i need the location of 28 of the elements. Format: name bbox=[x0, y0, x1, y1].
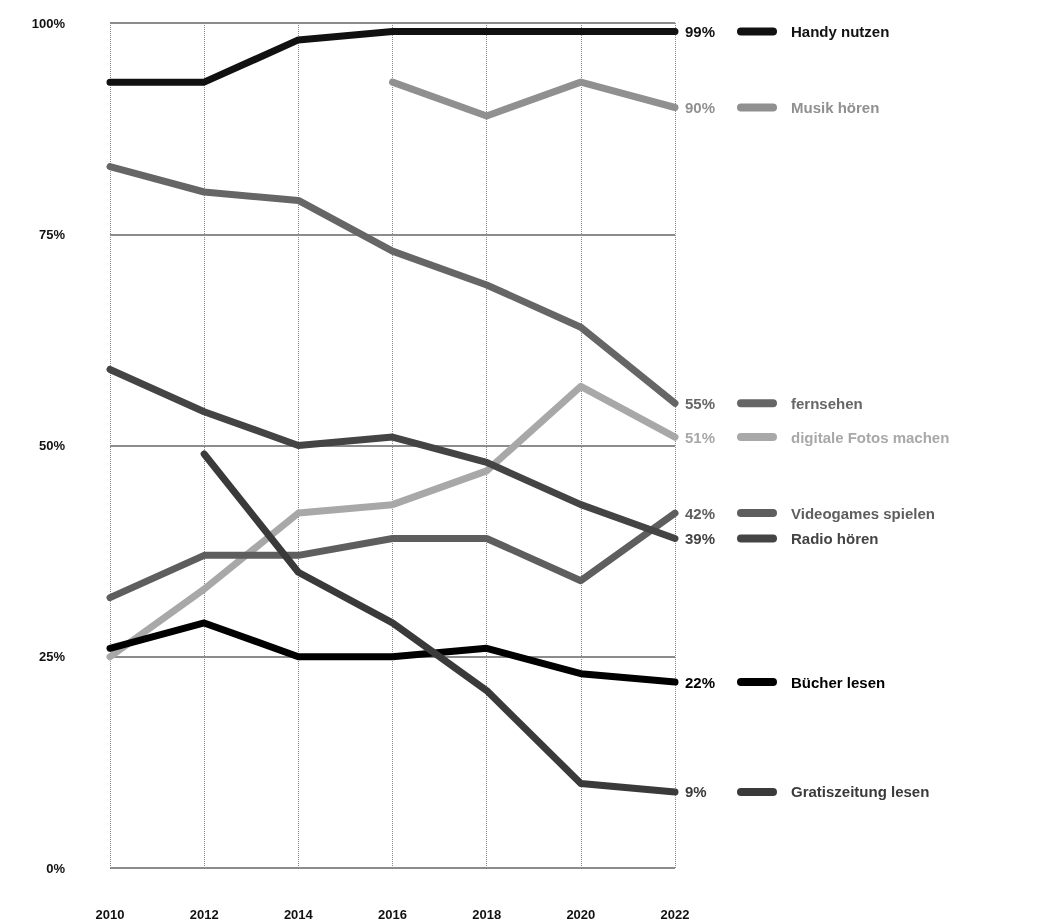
x-tick-label: 2016 bbox=[378, 907, 407, 922]
data-label: 39% bbox=[685, 529, 716, 547]
legend-label: fernsehen bbox=[791, 394, 863, 412]
legend-label: Radio hören bbox=[791, 529, 879, 547]
legend-label: Handy nutzen bbox=[791, 22, 890, 40]
data-label: 99% bbox=[685, 22, 716, 40]
x-tick-label: 2020 bbox=[566, 907, 596, 922]
x-tick-label: 2014 bbox=[283, 907, 314, 922]
y-tick-label: 0% bbox=[46, 860, 66, 876]
data-label: 22% bbox=[685, 673, 716, 691]
x-tick-label: 2022 bbox=[660, 907, 690, 922]
y-tick-label: 25% bbox=[38, 649, 66, 665]
y-tick-label: 75% bbox=[38, 226, 66, 242]
y-tick-label: 100% bbox=[31, 15, 66, 31]
x-tick-label: 2018 bbox=[472, 907, 502, 922]
legend-label: Bücher lesen bbox=[791, 673, 886, 691]
legend-label: Gratiszeitung lesen bbox=[791, 783, 930, 801]
y-tick-label: 50% bbox=[38, 438, 66, 453]
x-tick-label: 2010 bbox=[95, 907, 125, 922]
data-label: 90% bbox=[685, 99, 716, 116]
legend-label: Videogames spielen bbox=[791, 504, 935, 522]
legend-label: Musik hören bbox=[791, 99, 880, 116]
data-label: 9% bbox=[685, 783, 707, 801]
data-label: 42% bbox=[685, 504, 716, 522]
data-label: 55% bbox=[685, 394, 716, 412]
legend-label: digitale Fotos machen bbox=[791, 428, 950, 446]
x-tick-label: 2012 bbox=[189, 907, 219, 922]
data-label: 51% bbox=[685, 428, 716, 446]
